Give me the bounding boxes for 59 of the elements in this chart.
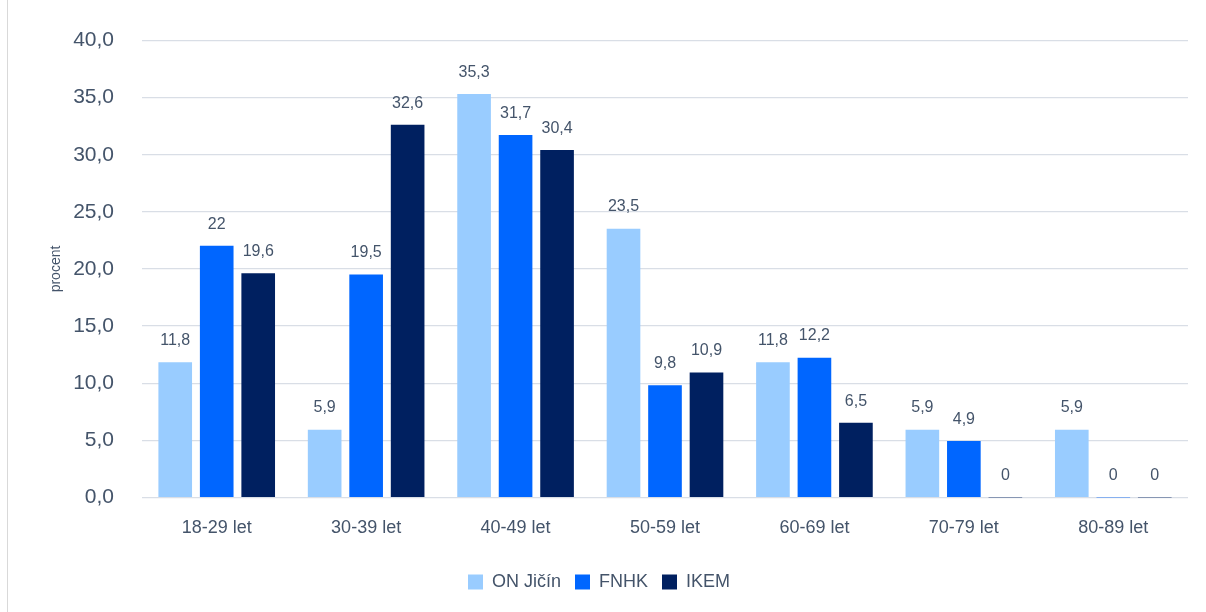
y-tick-label: 30,0 <box>73 141 114 165</box>
bar <box>905 429 940 498</box>
data-label: 5,9 <box>911 398 934 416</box>
x-tick-label: 50-59 let <box>629 517 701 538</box>
bar <box>158 362 193 498</box>
y-tick-label: 35,0 <box>73 84 114 108</box>
data-label: 5,9 <box>1060 398 1084 416</box>
data-label: 32,6 <box>392 93 424 111</box>
data-label: 19,6 <box>242 241 274 259</box>
bar <box>199 245 234 498</box>
bar <box>648 385 682 498</box>
y-tick-label: 20,0 <box>73 255 114 279</box>
bar <box>689 372 724 498</box>
bar <box>498 135 533 498</box>
bar <box>307 429 342 498</box>
data-label: 0 <box>1108 465 1118 483</box>
data-label: 31,7 <box>500 103 532 121</box>
bar <box>390 124 425 498</box>
y-tick-label: 40,0 <box>73 27 114 51</box>
data-label: 5,9 <box>313 398 336 416</box>
x-tick-label: 30-39 let <box>331 517 402 538</box>
data-label: 19,5 <box>350 243 382 261</box>
legend-label: FNHK <box>599 570 648 591</box>
y-tick-label: 0,0 <box>84 484 114 508</box>
x-tick-label: 80-89 let <box>1078 517 1149 538</box>
data-label: 0 <box>1000 465 1010 483</box>
x-tick-label: 70-79 let <box>928 517 999 538</box>
bar <box>241 273 276 498</box>
data-label: 30,4 <box>541 118 573 136</box>
y-axis-title: procent <box>47 245 64 293</box>
bar <box>756 362 790 498</box>
data-label: 9,8 <box>653 353 677 371</box>
y-tick-label: 25,0 <box>73 198 114 222</box>
bar <box>947 441 981 498</box>
bar <box>540 149 574 498</box>
x-tick-label: 40-49 let <box>480 517 551 538</box>
x-tick-label: 60-69 let <box>779 517 850 538</box>
bar <box>349 274 383 498</box>
legend-label: IKEM <box>686 570 731 591</box>
data-label: 4,9 <box>952 409 976 427</box>
x-tick-label: 18-29 let <box>181 517 252 538</box>
data-label: 23,5 <box>607 197 640 215</box>
data-label: 11,8 <box>757 331 789 349</box>
data-label: 35,3 <box>458 62 490 80</box>
y-tick-label: 5,0 <box>84 427 114 451</box>
y-tick-label: 10,0 <box>73 370 114 393</box>
bar <box>457 93 491 498</box>
bar <box>606 228 641 498</box>
bar <box>1054 429 1089 498</box>
data-label: 11,8 <box>160 331 191 349</box>
data-label: 10,9 <box>690 341 723 359</box>
bar <box>797 357 832 498</box>
y-tick-label: 15,0 <box>73 312 114 336</box>
data-label: 6,5 <box>844 391 868 409</box>
data-label: 22 <box>207 214 226 232</box>
bar <box>839 422 873 498</box>
legend-label: ON Jičín <box>491 570 562 591</box>
data-label: 0 <box>1150 465 1160 483</box>
data-label: 12,2 <box>798 326 831 344</box>
